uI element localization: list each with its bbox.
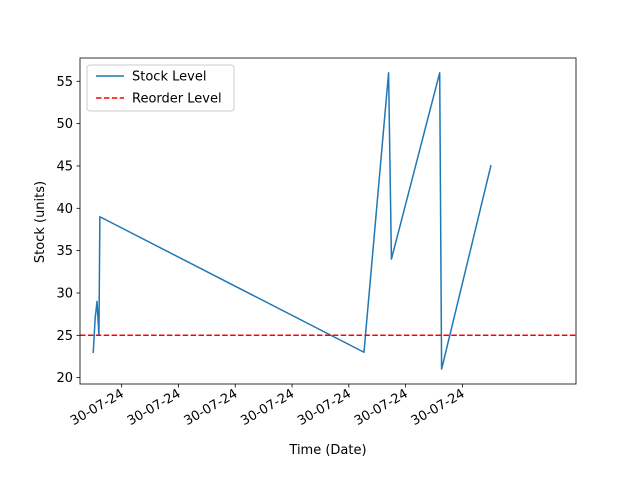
legend-label: Stock Level [132,70,206,85]
y-tick-label: 30 [56,286,73,301]
y-tick-label: 55 [56,75,73,90]
y-tick-label: 50 [56,117,73,132]
plot-layer [80,72,576,370]
y-tick-label: 25 [56,329,73,344]
y-tick-label: 40 [56,202,73,217]
plot-area [80,72,576,370]
axes-frame [79,57,577,385]
x-axis-label: Time (Date) [288,443,366,458]
y-tick-label: 45 [56,159,73,174]
legend: Stock Level Reorder Level [86,64,235,112]
y-axis-label: Stock (units) [33,181,48,263]
series-line-stock-level [92,72,492,370]
y-tick-label: 35 [56,244,73,259]
y-tick-label: 20 [56,371,73,386]
legend-label: Reorder Level [132,92,222,107]
